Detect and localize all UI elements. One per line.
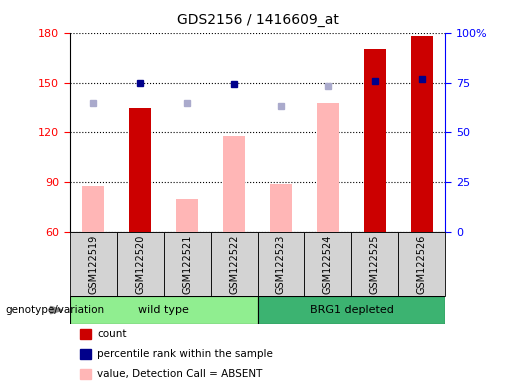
Bar [70,296,258,324]
Bar [304,232,352,296]
Text: GSM122526: GSM122526 [417,234,427,294]
Bar [224,136,245,232]
Bar [411,36,433,232]
Bar [352,232,399,296]
Bar [70,232,116,296]
Bar [164,232,211,296]
Text: GDS2156 / 1416609_at: GDS2156 / 1416609_at [177,13,338,27]
Text: GSM122522: GSM122522 [229,234,239,294]
Text: GSM122519: GSM122519 [88,234,98,294]
Bar [258,296,445,324]
Bar [116,232,164,296]
Text: GSM122521: GSM122521 [182,234,192,294]
Text: BRG1 depleted: BRG1 depleted [310,305,393,315]
Text: value, Detection Call = ABSENT: value, Detection Call = ABSENT [97,369,263,379]
Text: genotype/variation: genotype/variation [5,305,104,315]
Bar [399,232,445,296]
Text: wild type: wild type [138,305,189,315]
Bar [129,108,150,232]
Bar [270,184,291,232]
Bar [177,199,198,232]
Bar [365,49,386,232]
Text: GSM122524: GSM122524 [323,234,333,294]
Text: percentile rank within the sample: percentile rank within the sample [97,349,273,359]
Bar [82,186,104,232]
Text: GSM122525: GSM122525 [370,234,380,294]
Bar [211,232,258,296]
Text: GSM122520: GSM122520 [135,234,145,294]
Bar [317,103,338,232]
Text: count: count [97,329,127,339]
Text: GSM122523: GSM122523 [276,234,286,294]
Bar [258,232,304,296]
